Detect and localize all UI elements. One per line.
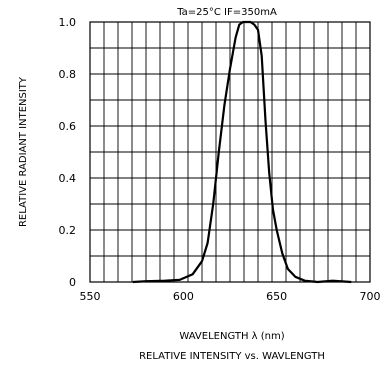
- plot-border: [89, 21, 371, 283]
- plot-frame: [89, 21, 371, 283]
- x-tick-label: 600: [173, 290, 194, 303]
- series-group: [132, 20, 352, 284]
- y-axis-label: RELATIVE RADIANT INTENSITY: [18, 76, 29, 227]
- y-tick-label: 0: [69, 276, 76, 289]
- series-line: [132, 20, 352, 284]
- y-tick-label: 1.0: [59, 16, 77, 29]
- x-tick-label: 550: [80, 290, 101, 303]
- grid: [90, 22, 370, 282]
- x-tick-label: 700: [360, 290, 381, 303]
- y-axis-ticks: 0 0.2 0.4 0.6 0.8 1.0: [59, 16, 77, 289]
- x-axis-ticks: 550 600 650 700: [80, 290, 381, 303]
- chart-caption: RELATIVE INTENSITY vs. WAVLENGTH: [139, 351, 325, 362]
- y-tick-label: 0.8: [59, 68, 77, 81]
- y-tick-label: 0.4: [59, 172, 77, 185]
- chart-title: Ta=25°C IF=350mA: [176, 7, 277, 18]
- x-tick-label: 650: [266, 290, 287, 303]
- x-axis-label: WAVELENGTH λ (nm): [179, 331, 284, 342]
- y-tick-label: 0.2: [59, 224, 77, 237]
- y-tick-label: 0.6: [59, 120, 77, 133]
